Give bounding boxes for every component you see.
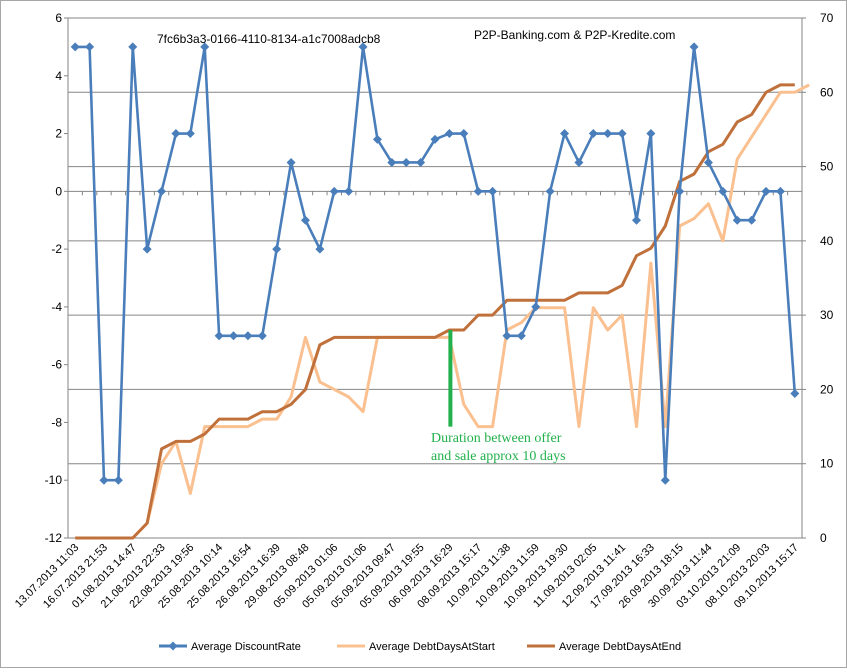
data-point	[257, 331, 267, 341]
data-point	[761, 186, 771, 196]
data-point	[401, 157, 411, 167]
data-point	[444, 129, 454, 139]
y-left-tick-label: 6	[55, 11, 62, 25]
legend-label-debt-days-at-end: Average DebtDaysAtEnd	[559, 641, 681, 653]
legend: Average DiscountRate Average DebtDaysAtSt…	[159, 641, 681, 653]
y-right-tick-label: 0	[820, 531, 827, 545]
data-point	[502, 331, 512, 341]
data-point	[243, 331, 253, 341]
data-point	[128, 42, 138, 52]
data-point	[214, 331, 224, 341]
header-id-text: 7fc6b3a3-0166-4110-8134-a1c7008adcb8	[157, 32, 381, 46]
data-point	[272, 244, 282, 254]
series	[70, 42, 810, 540]
data-point	[113, 475, 123, 485]
data-point	[516, 331, 526, 341]
data-point	[358, 42, 368, 52]
y-right-tick-label: 40	[820, 234, 834, 248]
data-point	[200, 42, 210, 52]
data-point	[703, 157, 713, 167]
data-point	[157, 186, 167, 196]
data-point	[660, 475, 670, 485]
y-left-tick-label: -6	[51, 358, 62, 372]
data-point	[85, 42, 95, 52]
data-point	[300, 215, 310, 225]
data-point	[588, 129, 598, 139]
data-point	[603, 129, 613, 139]
y-left-tick-label: -8	[51, 415, 62, 429]
series-line-debt-days-at-end	[75, 83, 795, 540]
annotation-line-2: and sale approx 10 days	[431, 449, 566, 464]
data-point	[459, 129, 469, 139]
data-point	[70, 42, 80, 52]
data-point	[286, 157, 296, 167]
data-point	[689, 42, 699, 52]
data-point	[617, 129, 627, 139]
grid-lines	[68, 17, 802, 539]
data-point	[732, 215, 742, 225]
data-point	[631, 215, 641, 225]
y-left-tick-label: 0	[55, 184, 62, 198]
y-right-tick-label: 10	[820, 457, 834, 471]
data-point	[488, 186, 498, 196]
header-brand-text: P2P-Banking.com & P2P-Kredite.com	[474, 28, 675, 42]
y-left-tick-label: 4	[55, 69, 62, 83]
data-point	[171, 129, 181, 139]
data-point	[574, 157, 584, 167]
y-right-tick-label: 70	[820, 11, 834, 25]
y-right-tick-label: 30	[820, 308, 834, 322]
y-axis-left-ticks: 6 4 2 0 -2 -4 -6 -8 -10 -12	[45, 11, 68, 545]
data-point	[185, 129, 195, 139]
data-point	[387, 157, 397, 167]
data-point	[416, 157, 426, 167]
data-point	[775, 186, 785, 196]
legend-label-discount-rate: Average DiscountRate	[191, 641, 301, 653]
data-point	[718, 186, 728, 196]
y-right-tick-label: 20	[820, 382, 834, 396]
data-point	[675, 186, 685, 196]
y-axis-right-ticks: 70 60 50 40 30 20 10 0	[802, 11, 834, 545]
data-point	[329, 186, 339, 196]
data-point	[646, 129, 656, 139]
y-left-tick-label: -4	[51, 300, 62, 314]
data-point	[430, 134, 440, 144]
y-right-tick-label: 60	[820, 85, 834, 99]
y-left-tick-label: -2	[51, 242, 62, 256]
y-right-tick-label: 50	[820, 160, 834, 174]
data-point	[747, 215, 757, 225]
data-point	[99, 475, 109, 485]
y-left-tick-label: 2	[55, 127, 62, 141]
data-point	[473, 186, 483, 196]
y-left-tick-label: -10	[45, 473, 63, 487]
data-point	[545, 186, 555, 196]
data-point	[142, 244, 152, 254]
data-point	[372, 134, 382, 144]
data-point	[790, 389, 800, 399]
series-line-discount-rate	[75, 45, 797, 482]
data-point	[531, 302, 541, 312]
data-point	[315, 244, 325, 254]
legend-marker	[168, 641, 178, 651]
y-left-tick-label: -12	[45, 531, 63, 545]
data-point	[344, 186, 354, 196]
annotation-line-1: Duration between offer	[431, 431, 562, 446]
data-point	[560, 129, 570, 139]
legend-label-debt-days-at-start: Average DebtDaysAtStart	[369, 641, 495, 653]
series-line-debt-days-at-start	[75, 83, 810, 540]
data-point	[229, 331, 239, 341]
